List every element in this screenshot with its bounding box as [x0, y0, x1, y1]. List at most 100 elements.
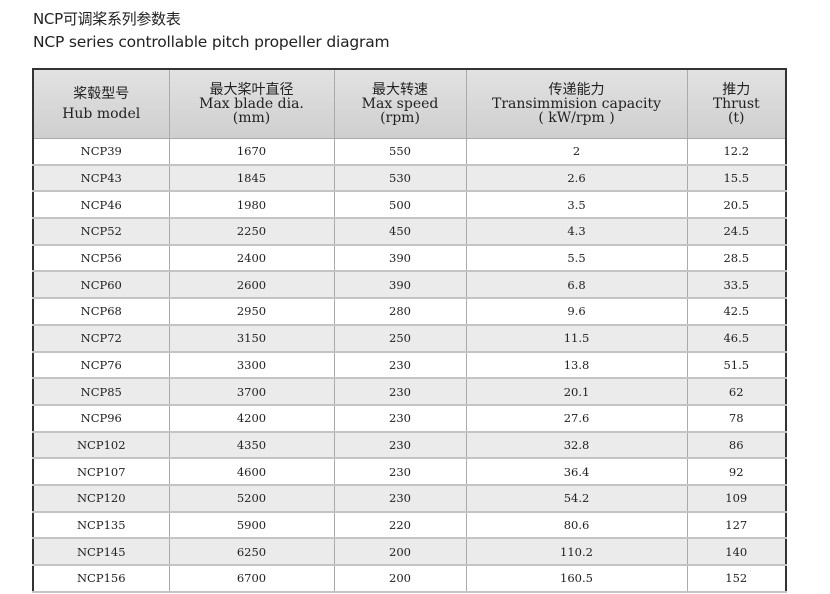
table-row: NCP39 1670 550 2 12.2: [32, 138, 787, 166]
header-en: Hub model: [62, 106, 141, 122]
cell-blade-dia: 1980: [168, 191, 335, 220]
cell-capacity: 9.6: [465, 298, 688, 326]
cell-hub-model: NCP102: [32, 431, 170, 460]
cell-capacity: 20.1: [465, 378, 688, 406]
header-en: Transimmision capacity: [492, 96, 661, 112]
cell-capacity: 27.6: [465, 404, 688, 433]
title-chinese: NCP可调桨系列参数表: [33, 10, 181, 28]
cell-hub-model: NCP68: [32, 298, 170, 326]
header-capacity: 传递能力 Transimmision capacity ( kW/rpm ): [465, 68, 688, 139]
table-row: NCP60 2600 390 6.8 33.5: [32, 271, 787, 300]
cell-capacity: 2.6: [465, 164, 688, 193]
cell-thrust: 92: [686, 458, 787, 486]
cell-hub-model: NCP107: [32, 458, 170, 486]
cell-hub-model: NCP145: [32, 538, 170, 566]
cell-thrust: 46.5: [686, 324, 787, 353]
table-row: NCP56 2400 390 5.5 28.5: [32, 244, 787, 273]
table-row: NCP43 1845 530 2.6 15.5: [32, 164, 787, 193]
cell-hub-model: NCP76: [32, 351, 170, 380]
cell-blade-dia: 4600: [168, 458, 335, 486]
cell-thrust: 140: [686, 538, 787, 566]
header-en: Max blade dia.: [199, 96, 304, 112]
header-blade-dia: 最大桨叶直径 Max blade dia. (mm): [168, 68, 335, 139]
cell-capacity: 160.5: [465, 565, 688, 593]
header-thrust: 推力 Thrust (t): [686, 68, 787, 139]
cell-capacity: 54.2: [465, 484, 688, 513]
cell-max-speed: 230: [333, 458, 467, 486]
cell-capacity: 6.8: [465, 271, 688, 300]
cell-thrust: 78: [686, 404, 787, 433]
cell-thrust: 127: [686, 511, 787, 540]
cell-hub-model: NCP96: [32, 404, 170, 433]
cell-blade-dia: 4200: [168, 404, 335, 433]
table-row: NCP72 3150 250 11.5 46.5: [32, 324, 787, 353]
cell-max-speed: 230: [333, 351, 467, 380]
cell-max-speed: 230: [333, 404, 467, 433]
cell-thrust: 28.5: [686, 244, 787, 273]
table-row: NCP76 3300 230 13.8 51.5: [32, 351, 787, 380]
cell-hub-model: NCP43: [32, 164, 170, 193]
cell-blade-dia: 6250: [168, 538, 335, 566]
cell-hub-model: NCP135: [32, 511, 170, 540]
cell-capacity: 5.5: [465, 244, 688, 273]
cell-blade-dia: 3300: [168, 351, 335, 380]
header-en: Thrust: [712, 96, 760, 112]
cell-hub-model: NCP85: [32, 378, 170, 406]
table-row: NCP96 4200 230 27.6 78: [32, 404, 787, 433]
table-row: NCP52 2250 450 4.3 24.5: [32, 218, 787, 246]
cell-hub-model: NCP39: [32, 138, 170, 166]
header-hub-model: 桨毂型号 Hub model: [32, 68, 170, 139]
header-cn: 最大桨叶直径: [209, 82, 294, 98]
cell-max-speed: 200: [333, 565, 467, 593]
cell-max-speed: 230: [333, 431, 467, 460]
cell-max-speed: 550: [333, 138, 467, 166]
cell-max-speed: 220: [333, 511, 467, 540]
header-unit: (rpm): [380, 110, 420, 126]
cell-max-speed: 200: [333, 538, 467, 566]
cell-blade-dia: 5900: [168, 511, 335, 540]
header-max-speed: 最大转速 Max speed (rpm): [333, 68, 467, 139]
table-row: NCP135 5900 220 80.6 127: [32, 511, 787, 540]
cell-capacity: 32.8: [465, 431, 688, 460]
cell-hub-model: NCP56: [32, 244, 170, 273]
cell-max-speed: 230: [333, 484, 467, 513]
table-row: NCP156 6700 200 160.5 152: [32, 565, 787, 593]
cell-max-speed: 250: [333, 324, 467, 353]
cell-hub-model: NCP120: [32, 484, 170, 513]
table-row: NCP85 3700 230 20.1 62: [32, 378, 787, 406]
cell-thrust: 20.5: [686, 191, 787, 220]
cell-blade-dia: 6700: [168, 565, 335, 593]
table-row: NCP46 1980 500 3.5 20.5: [32, 191, 787, 220]
cell-blade-dia: 1845: [168, 164, 335, 193]
cell-capacity: 110.2: [465, 538, 688, 566]
cell-blade-dia: 3700: [168, 378, 335, 406]
cell-thrust: 33.5: [686, 271, 787, 300]
cell-blade-dia: 4350: [168, 431, 335, 460]
cell-hub-model: NCP46: [32, 191, 170, 220]
table-row: NCP145 6250 200 110.2 140: [32, 538, 787, 566]
cell-max-speed: 280: [333, 298, 467, 326]
cell-blade-dia: 2250: [168, 218, 335, 246]
cell-hub-model: NCP156: [32, 565, 170, 593]
title-english: NCP series controllable pitch propeller …: [33, 33, 390, 51]
cell-capacity: 13.8: [465, 351, 688, 380]
cell-hub-model: NCP72: [32, 324, 170, 353]
cell-capacity: 36.4: [465, 458, 688, 486]
cell-capacity: 4.3: [465, 218, 688, 246]
cell-blade-dia: 2600: [168, 271, 335, 300]
cell-capacity: 2: [465, 138, 688, 166]
cell-max-speed: 500: [333, 191, 467, 220]
cell-capacity: 80.6: [465, 511, 688, 540]
cell-max-speed: 450: [333, 218, 467, 246]
cell-capacity: 3.5: [465, 191, 688, 220]
header-unit: (mm): [232, 110, 271, 126]
header-row: 桨毂型号 Hub model 最大桨叶直径 Max blade dia. (mm…: [32, 68, 787, 139]
cell-capacity: 11.5: [465, 324, 688, 353]
table-row: NCP107 4600 230 36.4 92: [32, 458, 787, 486]
cell-max-speed: 530: [333, 164, 467, 193]
cell-blade-dia: 2950: [168, 298, 335, 326]
cell-thrust: 15.5: [686, 164, 787, 193]
table-row: NCP120 5200 230 54.2 109: [32, 484, 787, 513]
cell-thrust: 24.5: [686, 218, 787, 246]
cell-max-speed: 390: [333, 271, 467, 300]
